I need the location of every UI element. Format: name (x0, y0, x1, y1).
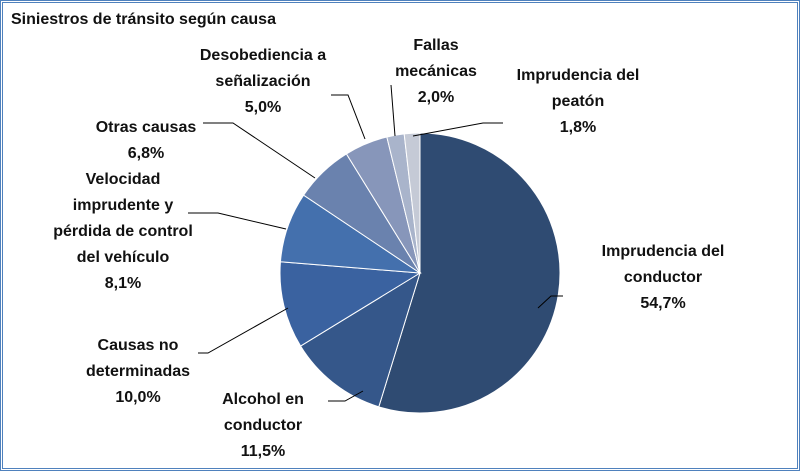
value-label: 5,0% (244, 99, 282, 116)
category-label: Fallas mecánicas (395, 37, 477, 80)
value-label: 8,1% (104, 275, 142, 292)
value-label: 2,0% (417, 89, 455, 106)
category-label: Desobediencia a señalización (199, 47, 327, 90)
slice-label: Otras causas 6,8% (71, 115, 221, 167)
slice (378, 132, 561, 414)
leader-line (331, 94, 366, 140)
value-label: 1,8% (559, 119, 597, 136)
leader-line (328, 390, 364, 402)
slice-label: Fallas mecánicas 2,0% (381, 33, 491, 111)
slice (279, 261, 422, 347)
plot (188, 84, 563, 414)
category-label: Imprudencia del conductor (601, 243, 725, 286)
category-label: Causas no determinadas (85, 337, 191, 380)
leader-line (537, 295, 563, 309)
category-label: Otras causas (95, 119, 197, 136)
leader-line (198, 307, 289, 354)
leader-line (390, 84, 396, 137)
value-label: 11,5% (240, 443, 286, 460)
leader-line (188, 212, 287, 230)
category-label: Alcohol en conductor (222, 391, 304, 434)
slice-label: Desobediencia a señalización 5,0% (183, 43, 343, 121)
value-label: 10,0% (115, 389, 161, 406)
chart-title: Siniestros de tránsito según causa (11, 11, 276, 28)
slice-label: Imprudencia del peatón 1,8% (498, 63, 658, 141)
category-label: Velocidad imprudente y pérdida de contro… (53, 171, 193, 266)
slice-label: Causas no determinadas 10,0% (58, 333, 218, 411)
slice (299, 271, 421, 408)
slice (403, 132, 421, 274)
category-label: Imprudencia del peatón (516, 67, 640, 110)
slices (279, 132, 561, 414)
slice-label: Alcohol en conductor 11,5% (198, 387, 328, 465)
leader-lines (188, 84, 563, 402)
value-label: 54,7% (640, 295, 686, 312)
leader-line (203, 122, 316, 179)
slice-label: Imprudencia del conductor 54,7% (583, 239, 743, 317)
slice-label: Velocidad imprudente y pérdida de contro… (43, 167, 203, 297)
value-label: 6,8% (127, 145, 165, 162)
leader-line (412, 122, 503, 137)
